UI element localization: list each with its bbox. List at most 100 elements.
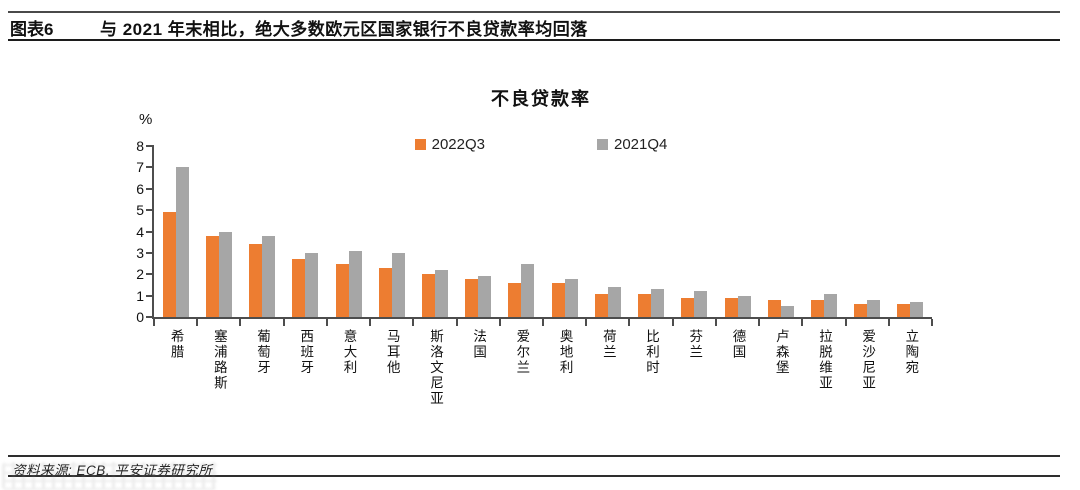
- x-axis-tick: [758, 319, 761, 326]
- legend-label-2022q3: 2022Q3: [431, 136, 485, 153]
- figure-title: 与 2021 年末相比，绝大多数欧元区国家银行不良贷款率均回落: [100, 20, 588, 39]
- y-axis-tick: [146, 316, 154, 318]
- figure-label: 图表6: [10, 20, 54, 39]
- header-bottom-rule: [8, 39, 1060, 41]
- x-axis-tick: [153, 319, 155, 326]
- bar-2022q3: [465, 278, 479, 317]
- bar-2022q3: [767, 299, 781, 317]
- x-axis-tick: [844, 319, 847, 326]
- x-axis-tick: [369, 319, 372, 326]
- x-axis-category-label: 奥地利: [557, 329, 573, 376]
- x-axis-category-label: 德国: [730, 329, 746, 360]
- chart-title: 不良贷款率: [491, 89, 591, 109]
- legend-item-2021q4: 2021Q4: [597, 136, 667, 153]
- y-axis-tick: [146, 187, 154, 190]
- x-axis-tick: [585, 319, 588, 326]
- x-axis-category-label: 爱沙尼亚: [860, 329, 876, 391]
- bar-2022q3: [810, 299, 824, 317]
- legend-label-2021q4: 2021Q4: [614, 136, 668, 153]
- x-axis-tick: [801, 319, 804, 326]
- legend-swatch-2021q4: [597, 139, 608, 150]
- x-axis-tick: [498, 319, 501, 326]
- bar-2022q3: [205, 235, 219, 317]
- chart-legend: 2022Q3 2021Q4: [152, 136, 930, 153]
- bar-2021q4: [391, 252, 405, 317]
- x-axis-tick: [714, 319, 717, 326]
- x-axis-tick: [325, 319, 328, 326]
- footer-bottom-rule: [8, 475, 1060, 477]
- bar-2021q4: [218, 231, 232, 317]
- y-axis-tick-label: 1: [136, 287, 144, 304]
- x-axis-tick: [542, 319, 544, 326]
- y-axis-tick: [146, 294, 154, 297]
- y-axis-tick: [146, 273, 154, 276]
- bar-2021q4: [780, 306, 794, 317]
- bar-2022q3: [378, 267, 392, 317]
- y-axis-tick: [146, 166, 154, 169]
- y-axis-tick-label: 8: [136, 138, 144, 154]
- bar-2021q4: [262, 235, 276, 317]
- x-axis-category-label: 西班牙: [298, 329, 314, 376]
- source-note: 资料来源: ECB, 平安证券研究所: [12, 463, 213, 478]
- bar-2022q3: [897, 304, 911, 317]
- bar-2021q4: [434, 269, 448, 317]
- bar-2021q4: [910, 302, 924, 317]
- x-axis-category-label: 荷兰: [600, 329, 616, 360]
- x-axis-category-label: 拉脱维亚: [816, 329, 832, 391]
- bar-2022q3: [854, 304, 868, 317]
- x-axis-category-label: 法国: [471, 329, 487, 360]
- x-axis-tick: [455, 319, 458, 326]
- x-axis-category-label: 希腊: [168, 329, 184, 360]
- bar-2021q4: [348, 250, 362, 317]
- y-axis-tick: [146, 251, 154, 254]
- footer-top-rule: [8, 455, 1060, 457]
- legend-swatch-2022q3: [414, 139, 426, 150]
- x-axis-tick: [628, 319, 631, 326]
- bar-2021q4: [175, 167, 189, 317]
- bar-2022q3: [638, 293, 652, 317]
- x-axis-category-label: 比利时: [644, 329, 660, 376]
- x-axis-tick: [931, 319, 933, 326]
- y-axis-tick: [146, 145, 154, 147]
- y-axis-tick-label: 5: [136, 202, 144, 219]
- x-axis-category-label: 塞浦路斯: [211, 329, 227, 391]
- x-axis-tick: [196, 319, 199, 326]
- bar-2022q3: [335, 263, 349, 317]
- y-axis-tick-label: 4: [136, 223, 144, 240]
- bar-2021q4: [867, 299, 881, 317]
- x-axis-category-label: 芬兰: [687, 329, 703, 360]
- y-axis-tick: [146, 230, 154, 233]
- x-axis-category-label: 立陶宛: [903, 329, 919, 376]
- header-top-rule: [8, 11, 1060, 13]
- bar-2021q4: [607, 287, 621, 317]
- x-axis-category-label: 意大利: [341, 329, 357, 376]
- y-axis-tick-label: 6: [136, 180, 144, 197]
- bar-2021q4: [651, 289, 665, 317]
- bar-2022q3: [508, 282, 522, 317]
- bar-2022q3: [594, 293, 608, 317]
- x-axis-tick: [887, 319, 890, 326]
- x-axis-category-label: 马耳他: [384, 329, 400, 376]
- legend-item-2022q3: 2022Q3: [414, 136, 485, 153]
- x-axis-tick: [282, 319, 285, 326]
- x-axis-category-label: 斯洛文尼亚: [427, 329, 443, 407]
- bar-2022q3: [421, 274, 435, 317]
- y-axis-tick: [146, 209, 154, 212]
- plot-area: 0 1 2 3 4 5 6 7 8 希腊 塞浦路斯 葡萄牙 西班牙 意大利 马耳他 斯洛文尼亚 法国 爱尔兰 奥地利…: [136, 138, 933, 407]
- y-axis-unit-label: %: [139, 111, 153, 128]
- bar-2021q4: [694, 291, 708, 317]
- bar-2021q4: [564, 278, 578, 317]
- bar-2021q4: [521, 263, 535, 317]
- x-axis-tick: [671, 319, 674, 326]
- bar-2021q4: [478, 276, 492, 317]
- bar-2021q4: [823, 293, 837, 317]
- bar-2022q3: [681, 297, 695, 317]
- bar-2022q3: [551, 282, 565, 317]
- y-axis-tick-label: 2: [136, 266, 144, 283]
- bar-2022q3: [162, 212, 176, 317]
- x-axis-category-label: 卢森堡: [773, 329, 789, 376]
- y-axis-tick-label: 3: [136, 244, 144, 261]
- y-axis-tick-label: 7: [136, 159, 144, 176]
- bar-2021q4: [737, 295, 751, 317]
- y-axis-tick-label: 0: [136, 309, 144, 325]
